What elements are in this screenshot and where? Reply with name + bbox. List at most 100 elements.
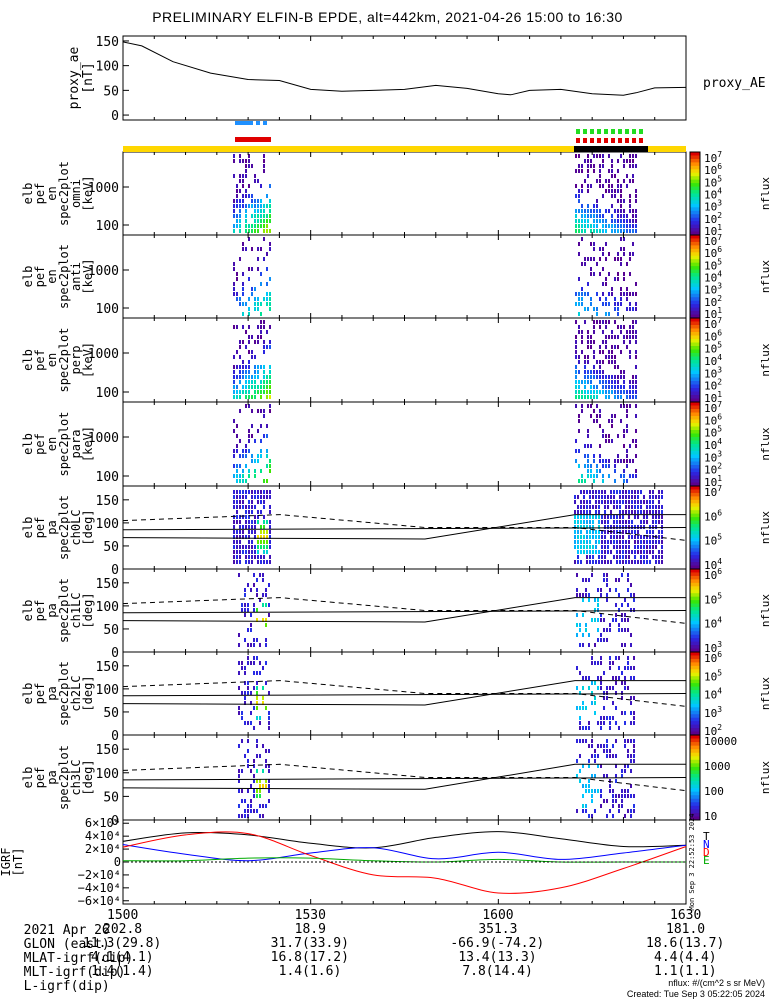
colorbar-frame <box>689 734 701 821</box>
pitch-cell <box>259 814 261 818</box>
pitch-cell <box>245 515 247 519</box>
spectrogram-cell <box>233 282 235 286</box>
pitch-cell <box>619 535 621 539</box>
spectrogram-cell <box>614 385 616 389</box>
pitch-cell <box>253 661 255 665</box>
spectrogram-cell <box>266 424 268 428</box>
pitch-cell <box>592 490 594 494</box>
pitch-cell <box>582 633 584 637</box>
spectrogram-cell <box>254 340 256 344</box>
spectrogram-cell <box>605 355 607 359</box>
spectrogram-cell <box>587 209 589 213</box>
spectrogram-cell <box>242 282 244 286</box>
spectrogram-cell <box>266 282 268 286</box>
pitch-cell <box>628 540 630 544</box>
spectrogram-cell <box>242 474 244 478</box>
colorbar-segment <box>690 349 700 354</box>
colorbar-segment <box>690 152 700 156</box>
spectrogram-cell <box>593 479 595 483</box>
colorbar-segment <box>690 714 700 719</box>
pitch-cell <box>619 515 621 519</box>
spectrogram-cell <box>257 390 259 394</box>
spectrogram-cell <box>614 320 616 324</box>
spectrogram-cell <box>239 439 241 443</box>
spectrogram-cell <box>242 449 244 453</box>
pitch-cell <box>615 676 617 680</box>
panel-ylabel: spec2plot <box>57 495 71 560</box>
pitch-cell <box>265 661 267 665</box>
pitch-cell <box>242 530 244 534</box>
pitch-cell <box>628 495 630 499</box>
pitch-cell <box>250 701 252 705</box>
spectrogram-cell <box>626 414 628 418</box>
pitch-cell <box>588 784 590 788</box>
pitch-cell <box>597 686 599 690</box>
spectrogram-cell <box>251 409 253 413</box>
pitch-cell <box>577 525 579 529</box>
pitch-cell <box>238 706 240 710</box>
spectrogram-cell <box>233 209 235 213</box>
pitch-cell <box>655 555 657 559</box>
pitch-cell <box>265 638 267 642</box>
spectrogram-cell <box>593 307 595 311</box>
pitch-cell <box>263 560 265 564</box>
pitch-cell <box>260 540 262 544</box>
pitch-cell <box>257 510 259 514</box>
pitch-cell <box>241 603 243 607</box>
pitch-cell <box>259 643 261 647</box>
spectrogram-cell <box>260 282 262 286</box>
spectrogram-cell <box>245 395 247 399</box>
spectrogram-cell <box>623 237 625 241</box>
spectrogram-cell <box>593 204 595 208</box>
spectrogram-cell <box>617 390 619 394</box>
colorbar-segment <box>690 527 700 532</box>
spectrogram-cell <box>635 219 637 223</box>
pitch-cell <box>253 583 255 587</box>
panel-ylabel: pef <box>33 683 47 705</box>
pitch-cell <box>600 686 602 690</box>
footer-value: 181.0 <box>666 922 706 937</box>
footer-label: L-igrf(dip) <box>23 979 110 994</box>
anti-loss-cone-line <box>122 597 687 624</box>
colorbar-segment <box>690 286 700 291</box>
pitch-cell <box>244 671 246 675</box>
pitch-cell <box>256 608 258 612</box>
pitch-cell <box>630 759 632 763</box>
colorbar-segment <box>690 686 700 691</box>
pitch-cell <box>588 779 590 783</box>
spectrogram-cell <box>266 302 268 306</box>
pitch-cell <box>247 686 249 690</box>
spectrogram-cell <box>590 159 592 163</box>
spectrogram-cell <box>611 350 613 354</box>
pitch-cell <box>233 550 235 554</box>
pitch-cell <box>268 613 270 617</box>
pitch-cell <box>646 530 648 534</box>
spectrogram-cell <box>602 380 604 384</box>
pitch-cell <box>591 814 593 818</box>
pitch-cell <box>242 505 244 509</box>
pitch-cell <box>250 623 252 627</box>
spectrogram-cell <box>617 380 619 384</box>
pitch-cell <box>585 588 587 592</box>
ytick-label: 150 <box>96 577 119 592</box>
pitch-cell <box>247 691 249 695</box>
spectrogram-cell <box>629 355 631 359</box>
pitch-cell <box>655 520 657 524</box>
pitch-cell <box>603 573 605 577</box>
spectrogram-cell <box>596 262 598 266</box>
spectrogram-cell <box>620 224 622 228</box>
pitch-cell <box>239 540 241 544</box>
colorbar-segment <box>690 766 700 771</box>
colorbar-segment <box>690 683 700 688</box>
pitch-cell <box>269 510 271 514</box>
panel-ylabel: en <box>45 186 59 200</box>
spectrogram-cell <box>245 224 247 228</box>
spectrogram-cell <box>242 312 244 316</box>
pitch-cell <box>257 490 259 494</box>
spectrogram-cell <box>245 385 247 389</box>
panel-frame-2 <box>122 234 687 319</box>
spectrogram-cell <box>269 409 271 413</box>
colorbar-segment <box>690 655 700 660</box>
pitch-cell <box>597 603 599 607</box>
pitch-cell <box>251 490 253 494</box>
